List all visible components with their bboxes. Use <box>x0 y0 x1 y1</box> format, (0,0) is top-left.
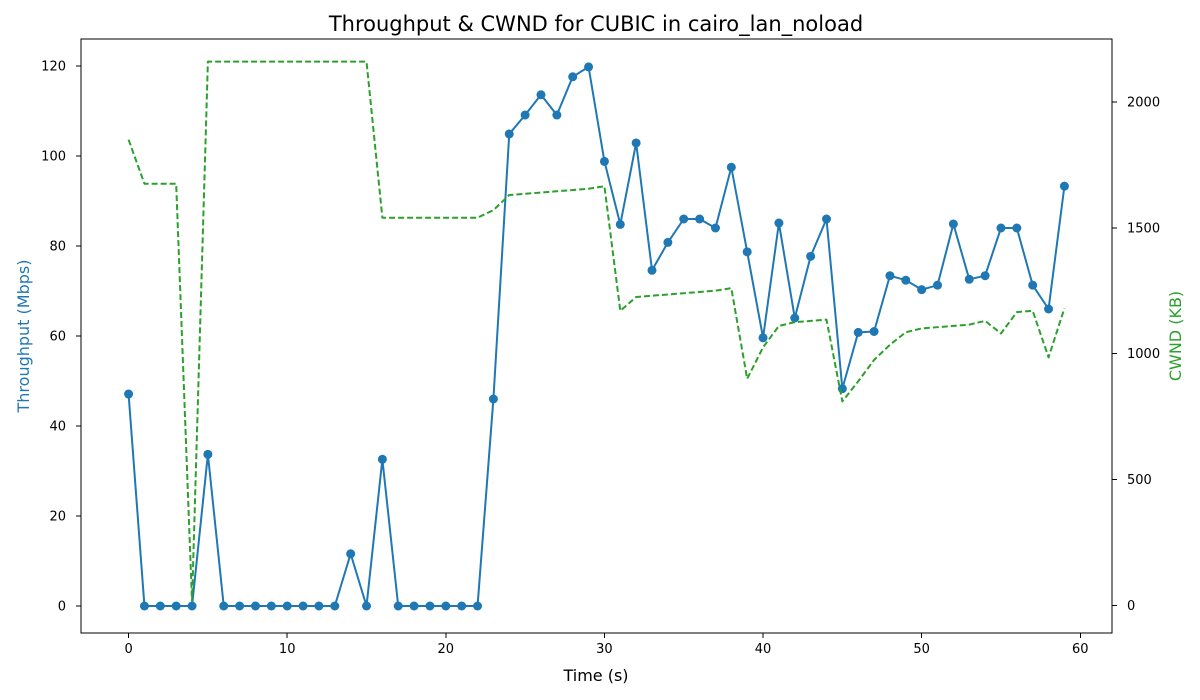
throughput-point <box>1028 280 1038 290</box>
throughput-point <box>1044 304 1054 314</box>
throughput-point <box>948 219 958 229</box>
x-tick-label: 20 <box>438 642 455 657</box>
x-tick-label: 30 <box>596 642 613 657</box>
axes-layer: 0 10 20 30 40 50 60 0 20 40 60 80 100 120 0 500 1000 1500… <box>41 38 1160 657</box>
throughput-point <box>362 601 372 611</box>
throughput-point <box>821 214 831 224</box>
y-right-tick-label: 0 <box>1127 599 1135 614</box>
throughput-point <box>425 601 435 611</box>
throughput-point <box>933 280 943 290</box>
throughput-point <box>695 214 705 224</box>
throughput-point <box>330 601 340 611</box>
y-right-tick-label: 1000 <box>1127 347 1160 362</box>
throughput-point <box>663 237 673 247</box>
throughput-point <box>124 389 134 399</box>
y-left-tick-label: 40 <box>49 420 66 435</box>
throughput-point <box>1059 181 1069 191</box>
throughput-point <box>885 271 895 281</box>
throughput-point <box>996 223 1006 233</box>
plot-frame <box>80 38 1113 634</box>
chart-title: Throughput & CWND for CUBIC in cairo_lan… <box>328 12 863 37</box>
x-tick-label: 0 <box>124 642 132 657</box>
y-right-tick-label: 1500 <box>1127 221 1160 236</box>
throughput-point <box>679 214 689 224</box>
throughput-point <box>504 129 514 139</box>
cwnd-series-line <box>127 60 1066 603</box>
throughput-point <box>647 265 657 275</box>
throughput-point <box>917 285 927 295</box>
y-left-tick-label: 60 <box>49 330 66 345</box>
series-layer <box>124 60 1069 611</box>
throughput-point <box>520 110 530 120</box>
throughput-point <box>409 601 419 611</box>
throughput-point <box>806 251 816 261</box>
throughput-point <box>250 601 260 611</box>
throughput-point <box>298 601 308 611</box>
throughput-point <box>187 601 197 611</box>
throughput-point <box>980 271 990 281</box>
throughput-point <box>171 601 181 611</box>
throughput-point <box>964 274 974 284</box>
throughput-point <box>441 601 451 611</box>
throughput-point <box>853 327 863 337</box>
throughput-point <box>235 601 245 611</box>
throughput-point <box>155 601 165 611</box>
throughput-series-line <box>127 65 1066 607</box>
throughput-point <box>139 601 149 611</box>
x-tick-label: 10 <box>279 642 296 657</box>
y-left-tick-label: 100 <box>41 150 66 165</box>
y-axis-right-title: CWND (KB) <box>1166 291 1185 381</box>
throughput-point <box>726 162 736 172</box>
y-axis-left-title: Throughput (Mbps) <box>14 260 33 414</box>
throughput-point <box>758 333 768 343</box>
throughput-point <box>615 219 625 229</box>
y-left-tick-label: 120 <box>41 60 66 75</box>
throughput-point <box>599 156 609 166</box>
throughput-point <box>631 138 641 148</box>
y-left-tick-label: 20 <box>49 510 66 525</box>
x-tick-label: 60 <box>1072 642 1089 657</box>
x-axis-title: Time (s) <box>562 666 628 685</box>
x-tick-label: 50 <box>913 642 930 657</box>
throughput-point <box>552 110 562 120</box>
y-right-tick-label: 2000 <box>1127 95 1160 110</box>
throughput-point <box>869 327 879 336</box>
throughput-point <box>742 247 752 257</box>
throughput-point <box>473 601 483 611</box>
throughput-point <box>314 601 324 611</box>
throughput-point <box>219 601 229 611</box>
throughput-point <box>377 454 387 464</box>
throughput-point <box>346 549 356 559</box>
throughput-point <box>1012 223 1022 233</box>
throughput-point <box>568 72 578 82</box>
y-left-tick-label: 80 <box>49 240 66 255</box>
throughput-point <box>901 275 911 285</box>
x-tick-label: 40 <box>755 642 772 657</box>
throughput-point <box>790 313 800 323</box>
y-left-tick-label: 0 <box>58 600 66 615</box>
throughput-point <box>710 223 720 233</box>
throughput-point <box>488 394 498 404</box>
throughput-point <box>584 62 594 72</box>
y-right-tick-label: 500 <box>1127 473 1152 488</box>
throughput-point <box>203 449 213 459</box>
throughput-point <box>266 601 276 611</box>
throughput-point <box>457 601 467 611</box>
throughput-point <box>536 90 546 100</box>
throughput-point <box>393 601 403 611</box>
throughput-point <box>282 601 292 611</box>
throughput-point <box>774 218 784 228</box>
